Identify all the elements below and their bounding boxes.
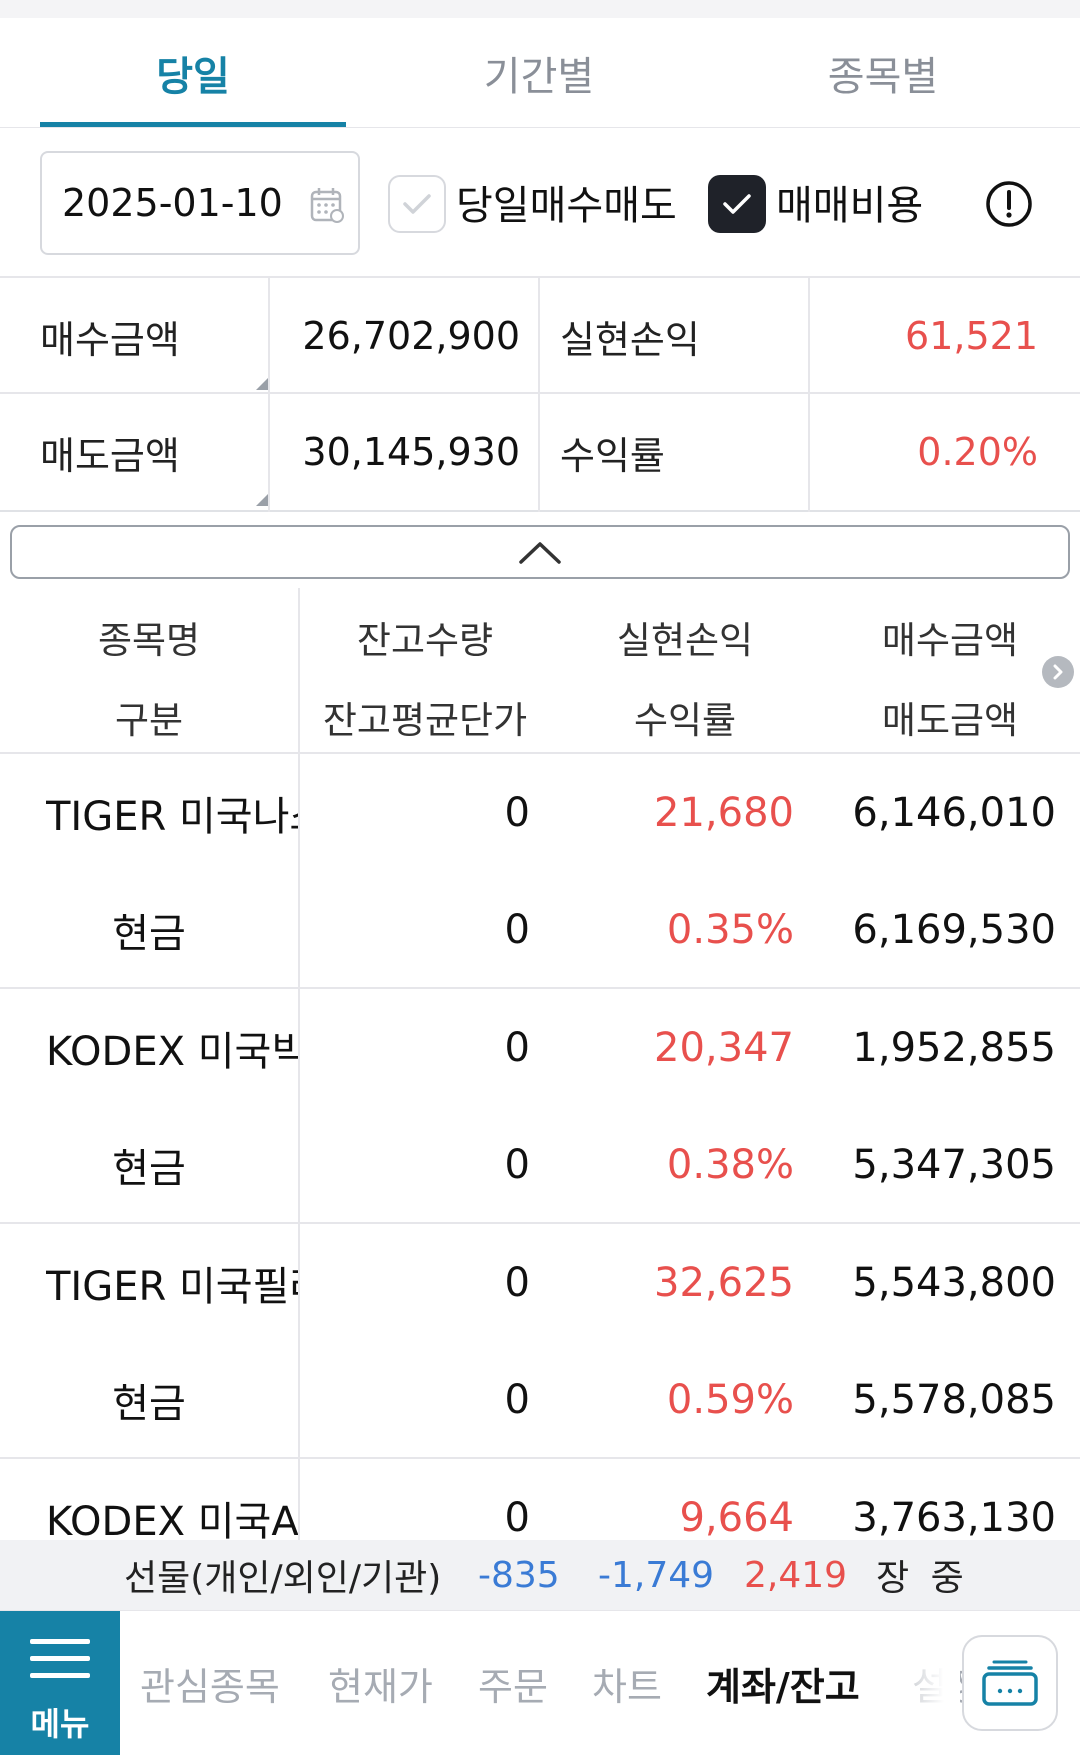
table-column-divider — [298, 588, 300, 1540]
table-row[interactable]: TIGER 미국나스닥100 현금 0 0 21,680 0.35% 6,146… — [0, 754, 1080, 989]
stock-sell-amount: 5,578,085 — [852, 1376, 1056, 1423]
table-header: 종목명 구분 잔고수량 잔고평균단가 실현손익 수익률 매수금액 매도금액 — [0, 588, 1080, 754]
ticker-institution: 2,419 — [744, 1554, 848, 1596]
tab-period[interactable]: 기간별 — [483, 54, 595, 100]
stock-name: TIGER 미국필라델피아반도체 — [46, 1263, 298, 1310]
menu-button[interactable]: 메뉴 — [0, 1611, 120, 1755]
sell-amount-label: 매도금액 — [40, 433, 180, 478]
date-value: 2025-01-10 — [62, 181, 283, 225]
nav-current-price[interactable]: 현재가 — [328, 1665, 433, 1709]
collapse-summary-button[interactable] — [10, 525, 1070, 579]
header-sell-amount: 매도금액 — [881, 699, 1019, 742]
nav-order[interactable]: 주문 — [478, 1665, 548, 1709]
stock-realized-pl: 20,347 — [654, 1024, 794, 1071]
stock-name: KODEX 미국빅테크10 — [46, 1028, 298, 1075]
check-icon — [723, 194, 751, 214]
stock-return: 0.59% — [666, 1376, 794, 1423]
nav-account-balance[interactable]: 계좌/잔고 — [706, 1665, 860, 1709]
summary-row-sell: 매도금액 30,145,930 수익률 0.20% — [0, 394, 1080, 510]
tab-by-stock[interactable]: 종목별 — [827, 54, 939, 100]
info-icon[interactable] — [985, 180, 1033, 228]
trade-cost-checkbox[interactable] — [708, 175, 766, 233]
stock-sell-amount: 5,347,305 — [852, 1141, 1056, 1188]
ticker-status: 장 중 — [876, 1558, 964, 1599]
expand-corner-icon[interactable] — [256, 492, 270, 506]
bottom-nav: 메뉴 관심종목 현재가 주문 차트 계좌/잔고 설정 — [0, 1610, 1080, 1755]
stock-buy-amount: 1,952,855 — [852, 1024, 1056, 1071]
scroll-right-button[interactable] — [1042, 656, 1074, 688]
table-row[interactable]: KODEX 미국AI테크 0 9,664 3,763,130 — [0, 1459, 1080, 1541]
status-strip — [0, 0, 1080, 18]
header-kind: 구분 — [114, 699, 184, 742]
wallet-icon — [982, 1660, 1038, 1706]
menu-label: 메뉴 — [30, 1705, 90, 1743]
tab-active-indicator — [40, 122, 346, 127]
stock-buy-amount: 6,146,010 — [852, 789, 1056, 836]
nav-fade — [880, 1611, 960, 1755]
stock-realized-pl: 21,680 — [654, 789, 794, 836]
holdings-table: 종목명 구분 잔고수량 잔고평균단가 실현손익 수익률 매수금액 매도금액 TI… — [0, 588, 1080, 1540]
expand-corner-icon[interactable] — [256, 376, 270, 390]
ticker-label: 선물(개인/외인/기관) — [124, 1558, 442, 1599]
same-day-trade-label[interactable]: 당일매수매도 — [456, 183, 677, 229]
stock-qty: 0 — [504, 1494, 530, 1541]
ticker-foreign: -1,749 — [598, 1554, 715, 1596]
stock-qty: 0 — [504, 1024, 530, 1071]
stock-avg-price: 0 — [504, 1376, 530, 1423]
stock-kind: 현금 — [112, 1380, 186, 1427]
stock-sell-amount: 6,169,530 — [852, 906, 1056, 953]
stock-avg-price: 0 — [504, 1141, 530, 1188]
header-realized-pl: 실현손익 — [616, 619, 754, 662]
stock-realized-pl: 9,664 — [679, 1494, 794, 1541]
tab-bar: 당일 기간별 종목별 — [0, 18, 1080, 128]
stock-buy-amount: 5,543,800 — [852, 1259, 1056, 1306]
filter-row: 2025-01-10 당일매수매도 매매비용 — [0, 128, 1080, 278]
header-buy-amount: 매수금액 — [881, 619, 1019, 662]
same-day-trade-checkbox[interactable] — [388, 175, 446, 233]
header-name: 종목명 — [97, 619, 201, 662]
nav-chart[interactable]: 차트 — [592, 1665, 662, 1709]
stock-avg-price: 0 — [504, 906, 530, 953]
nav-watchlist[interactable]: 관심종목 — [140, 1665, 280, 1709]
stock-buy-amount: 3,763,130 — [852, 1494, 1056, 1541]
stock-qty: 0 — [504, 789, 530, 836]
header-avg-price: 잔고평균단가 — [322, 699, 528, 742]
sell-amount-value: 30,145,930 — [302, 430, 520, 474]
stock-return: 0.38% — [666, 1141, 794, 1188]
return-label: 수익률 — [560, 433, 665, 478]
wallet-button[interactable] — [962, 1635, 1058, 1731]
table-row[interactable]: TIGER 미국필라델피아반도체 현금 0 0 32,625 0.59% 5,5… — [0, 1224, 1080, 1459]
stock-qty: 0 — [504, 1259, 530, 1306]
return-value: 0.20% — [917, 430, 1038, 474]
stock-name: KODEX 미국AI테크 — [46, 1498, 298, 1541]
trade-cost-label[interactable]: 매매비용 — [776, 183, 924, 229]
summary-divider — [268, 278, 270, 512]
tab-today[interactable]: 당일 — [156, 54, 230, 100]
stock-return: 0.35% — [666, 906, 794, 953]
realized-pl-label: 실현손익 — [560, 317, 700, 362]
date-picker[interactable]: 2025-01-10 — [40, 151, 360, 255]
realized-pl-value: 61,521 — [905, 314, 1038, 358]
hamburger-icon — [30, 1639, 90, 1690]
summary-divider — [538, 278, 540, 512]
summary-divider — [808, 278, 810, 512]
table-row[interactable]: KODEX 미국빅테크10 현금 0 0 20,347 0.38% 1,952,… — [0, 989, 1080, 1224]
stock-kind: 현금 — [112, 1145, 186, 1192]
stock-kind: 현금 — [112, 910, 186, 957]
ticker-individual: -835 — [478, 1554, 560, 1596]
stock-realized-pl: 32,625 — [654, 1259, 794, 1306]
check-icon — [403, 194, 431, 214]
header-return: 수익률 — [633, 699, 737, 742]
summary-panel: 매수금액 26,702,900 실현손익 61,521 매도금액 30,145,… — [0, 278, 1080, 512]
chevron-right-icon — [1053, 664, 1063, 680]
chevron-up-icon — [519, 542, 561, 564]
header-qty: 잔고수량 — [356, 619, 494, 662]
buy-amount-value: 26,702,900 — [302, 314, 520, 358]
stock-name: TIGER 미국나스닥100 — [46, 793, 298, 840]
summary-row-buy: 매수금액 26,702,900 실현손익 61,521 — [0, 278, 1080, 394]
futures-ticker[interactable]: 선물(개인/외인/기관) -835 -1,749 2,419 장 중 — [0, 1540, 1080, 1610]
buy-amount-label: 매수금액 — [40, 317, 180, 362]
calendar-icon — [310, 188, 344, 223]
